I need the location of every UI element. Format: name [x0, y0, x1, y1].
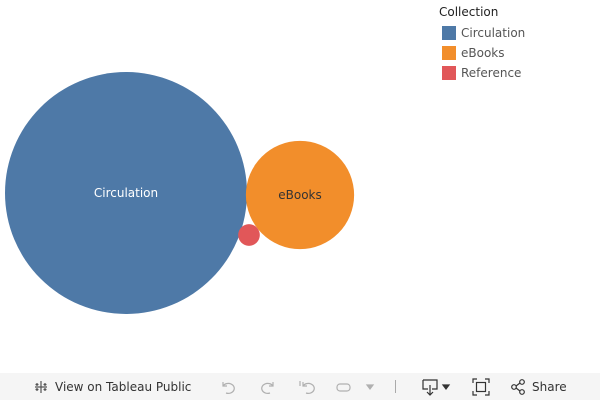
bubble-circulation[interactable]	[5, 72, 247, 314]
legend-item-circulation[interactable]: Circulation	[439, 23, 525, 43]
share-label: Share	[532, 379, 567, 394]
legend-swatch	[442, 66, 456, 80]
revert-icon[interactable]	[298, 379, 316, 395]
download-icon[interactable]	[421, 378, 453, 396]
undo-icon[interactable]	[219, 379, 237, 395]
legend-label: Circulation	[461, 26, 526, 40]
view-on-tableau-button[interactable]: View on Tableau Public	[33, 379, 191, 395]
toolbar-divider	[395, 380, 396, 393]
fullscreen-icon[interactable]	[472, 377, 490, 396]
redo-icon[interactable]	[259, 379, 277, 395]
legend-item-reference[interactable]: Reference	[439, 63, 525, 83]
bubble-label: eBooks	[278, 188, 322, 202]
legend: Collection Circulation eBooks Reference	[439, 5, 525, 83]
legend-label: eBooks	[461, 46, 505, 60]
legend-swatch	[442, 26, 456, 40]
bubble-reference[interactable]	[238, 224, 260, 246]
legend-label: Reference	[461, 66, 522, 80]
bubble-chart: Circulation eBooks	[5, 72, 355, 314]
refresh-icon[interactable]	[335, 379, 375, 395]
share-button[interactable]: Share	[510, 378, 567, 395]
bubble-label: Circulation	[94, 186, 158, 200]
toolbar: View on Tableau Public Share	[0, 373, 600, 400]
legend-title: Collection	[439, 5, 499, 19]
legend-item-ebooks[interactable]: eBooks	[439, 43, 525, 63]
legend-swatch	[442, 46, 456, 60]
view-on-tableau-label: View on Tableau Public	[55, 379, 192, 394]
share-icon	[511, 378, 525, 395]
bubble-ebooks[interactable]	[245, 140, 355, 250]
tableau-logo-icon	[35, 380, 47, 393]
